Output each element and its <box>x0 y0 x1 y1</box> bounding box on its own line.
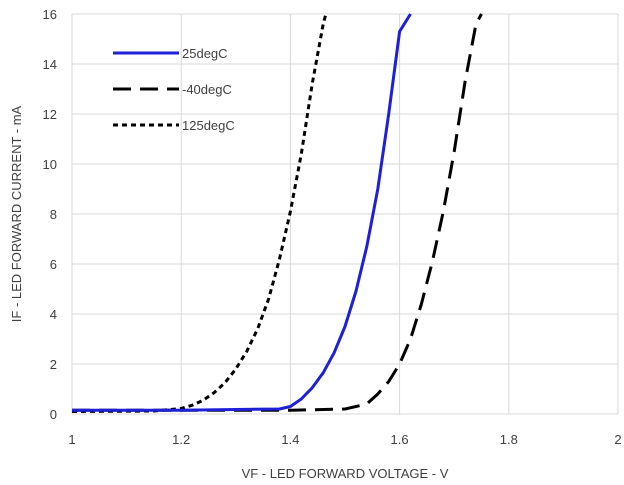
x-tick-label: 1.4 <box>281 432 299 447</box>
x-tick-label: 1.2 <box>172 432 190 447</box>
y-tick-label: 4 <box>50 307 57 322</box>
y-tick-label: 12 <box>43 107 57 122</box>
series-line-25degc <box>72 13 412 412</box>
legend: 25degC -40degC 125degC <box>113 46 235 133</box>
x-axis-title: VF - LED FORWARD VOLTAGE - V <box>242 466 449 481</box>
grid-lines <box>71 13 619 415</box>
y-axis-title: IF - LED FORWARD CURRENT - mA <box>9 105 24 322</box>
series-lines <box>71 13 483 413</box>
y-tick-labels: 0 2 4 6 8 10 12 14 16 <box>43 7 57 422</box>
y-tick-label: 0 <box>50 407 57 422</box>
legend-label-125degc: 125degC <box>182 118 235 133</box>
legend-label-25degc: 25degC <box>182 46 228 61</box>
y-tick-label: 14 <box>43 57 57 72</box>
y-tick-label: 16 <box>43 7 57 22</box>
series-line-40degc <box>72 13 483 412</box>
x-tick-label: 1.8 <box>500 432 518 447</box>
series-line-125degc <box>71 13 328 413</box>
y-tick-label: 2 <box>50 357 57 372</box>
legend-label-minus40degc: -40degC <box>182 82 232 97</box>
y-tick-label: 10 <box>43 157 57 172</box>
y-tick-label: 6 <box>50 257 57 272</box>
x-tick-label: 1 <box>68 432 75 447</box>
y-tick-label: 8 <box>50 207 57 222</box>
x-tick-label: 1.6 <box>391 432 409 447</box>
x-tick-labels: 1 1.2 1.4 1.6 1.8 2 <box>68 432 621 447</box>
x-tick-label: 2 <box>614 432 621 447</box>
